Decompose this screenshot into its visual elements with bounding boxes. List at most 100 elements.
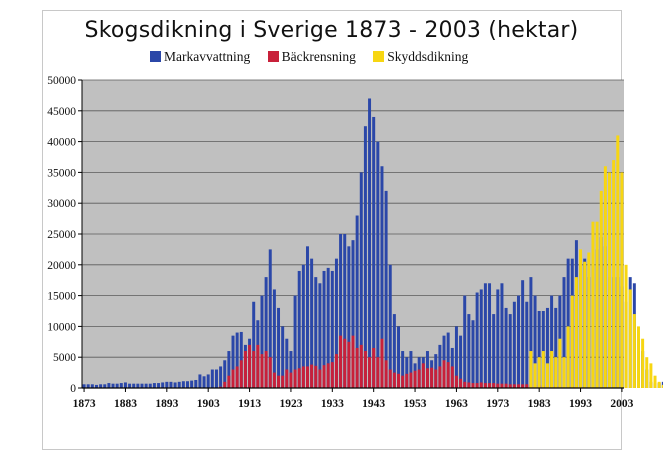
bar-markavvattning [661, 381, 663, 388]
x-tick-label: 1983 [528, 398, 551, 410]
bar-markavvattning [177, 381, 181, 388]
bar-markavvattning [554, 307, 558, 388]
bar-markavvattning [132, 383, 136, 388]
bar-markavvattning [152, 383, 156, 388]
bar-skyddsdikning [632, 314, 636, 388]
x-tick-label: 1923 [279, 398, 302, 410]
bar-markavvattning [459, 335, 463, 388]
bar-b-ckrensning [421, 363, 425, 388]
bar-b-ckrensning [347, 341, 351, 388]
bar-b-ckrensning [459, 378, 463, 388]
bar-markavvattning [144, 383, 148, 388]
bar-b-ckrensning [475, 383, 479, 388]
bar-markavvattning [525, 301, 529, 388]
bar-markavvattning [521, 280, 525, 388]
bar-markavvattning [289, 351, 293, 388]
bar-markavvattning [161, 382, 165, 388]
bar-b-ckrensning [467, 382, 471, 388]
bar-markavvattning [148, 383, 152, 388]
bar-markavvattning [488, 283, 492, 388]
legend-label-skyddsdikning: Skyddsdikning [387, 49, 469, 64]
bar-markavvattning [318, 283, 322, 388]
bar-markavvattning [99, 384, 103, 388]
bar-b-ckrensning [326, 363, 330, 388]
bar-markavvattning [194, 379, 198, 388]
bar-markavvattning [157, 383, 161, 388]
bar-markavvattning [169, 381, 173, 388]
bar-markavvattning [123, 382, 127, 388]
bar-markavvattning [517, 295, 520, 388]
bar-b-ckrensning [223, 381, 227, 388]
bar-skyddsdikning [657, 381, 661, 388]
bar-skyddsdikning [537, 357, 541, 388]
bar-markavvattning [479, 289, 483, 388]
bar-b-ckrensning [401, 375, 405, 388]
bar-markavvattning [310, 258, 314, 388]
bar-markavvattning [86, 384, 90, 388]
bar-markavvattning [305, 246, 309, 388]
bar-skyddsdikning [616, 135, 620, 388]
bar-markavvattning [454, 326, 458, 388]
bar-markavvattning [483, 283, 487, 388]
bar-markavvattning [165, 381, 169, 388]
bar-markavvattning [409, 351, 413, 388]
x-tick-label: 1943 [362, 398, 385, 410]
bar-b-ckrensning [264, 351, 268, 388]
bar-markavvattning [181, 381, 185, 388]
bar-skyddsdikning [653, 375, 657, 388]
y-tick-label: 35000 [47, 167, 76, 179]
bar-markavvattning [541, 311, 545, 388]
x-tick-label: 1973 [486, 398, 509, 410]
bar-markavvattning [550, 295, 554, 388]
y-tick-label: 45000 [47, 106, 76, 118]
bar-markavvattning [537, 311, 541, 388]
bar-b-ckrensning [434, 369, 438, 388]
bar-markavvattning [347, 246, 351, 388]
bar-b-ckrensning [372, 347, 376, 388]
bar-b-ckrensning [397, 373, 401, 388]
legend-swatch-skyddsdikning [373, 51, 385, 62]
bar-skyddsdikning [533, 363, 537, 388]
bar-b-ckrensning [496, 383, 500, 388]
bar-b-ckrensning [351, 335, 355, 388]
bar-markavvattning [392, 314, 396, 388]
legend-item-markavvattning: Markavvattning [150, 49, 250, 65]
bar-markavvattning [330, 270, 334, 388]
bar-markavvattning [281, 326, 285, 388]
bar-b-ckrensning [293, 369, 297, 388]
bar-b-ckrensning [430, 367, 434, 388]
bar-markavvattning [82, 384, 86, 388]
bar-b-ckrensning [442, 360, 446, 388]
bar-markavvattning [293, 295, 297, 388]
bar-markavvattning [128, 383, 132, 388]
bar-b-ckrensning [425, 368, 429, 388]
bar-markavvattning [239, 331, 243, 388]
bar-markavvattning [227, 351, 231, 388]
bar-skyddsdikning [558, 338, 562, 388]
bar-b-ckrensning [504, 383, 508, 388]
bar-markavvattning [326, 267, 330, 388]
bar-markavvattning [463, 295, 467, 388]
bar-markavvattning [277, 307, 281, 388]
x-tick-label: 1963 [445, 398, 468, 410]
y-tick-label: 5000 [53, 352, 76, 364]
bar-markavvattning [285, 338, 289, 388]
bar-markavvattning [186, 381, 189, 388]
bar-skyddsdikning [541, 351, 545, 388]
x-tick-label: 2003 [610, 398, 633, 410]
bar-skyddsdikning [661, 384, 663, 388]
bar-b-ckrensning [450, 366, 454, 388]
bar-markavvattning [111, 383, 115, 388]
bar-markavvattning [140, 383, 144, 388]
bar-markavvattning [202, 376, 206, 388]
bar-markavvattning [264, 277, 268, 388]
bar-markavvattning [471, 320, 475, 388]
bar-markavvattning [467, 314, 471, 388]
bar-skyddsdikning [620, 172, 624, 388]
bar-markavvattning [359, 172, 363, 388]
bar-markavvattning [173, 382, 177, 388]
bar-markavvattning [235, 332, 239, 388]
bar-markavvattning [401, 351, 405, 388]
bar-b-ckrensning [392, 372, 396, 388]
